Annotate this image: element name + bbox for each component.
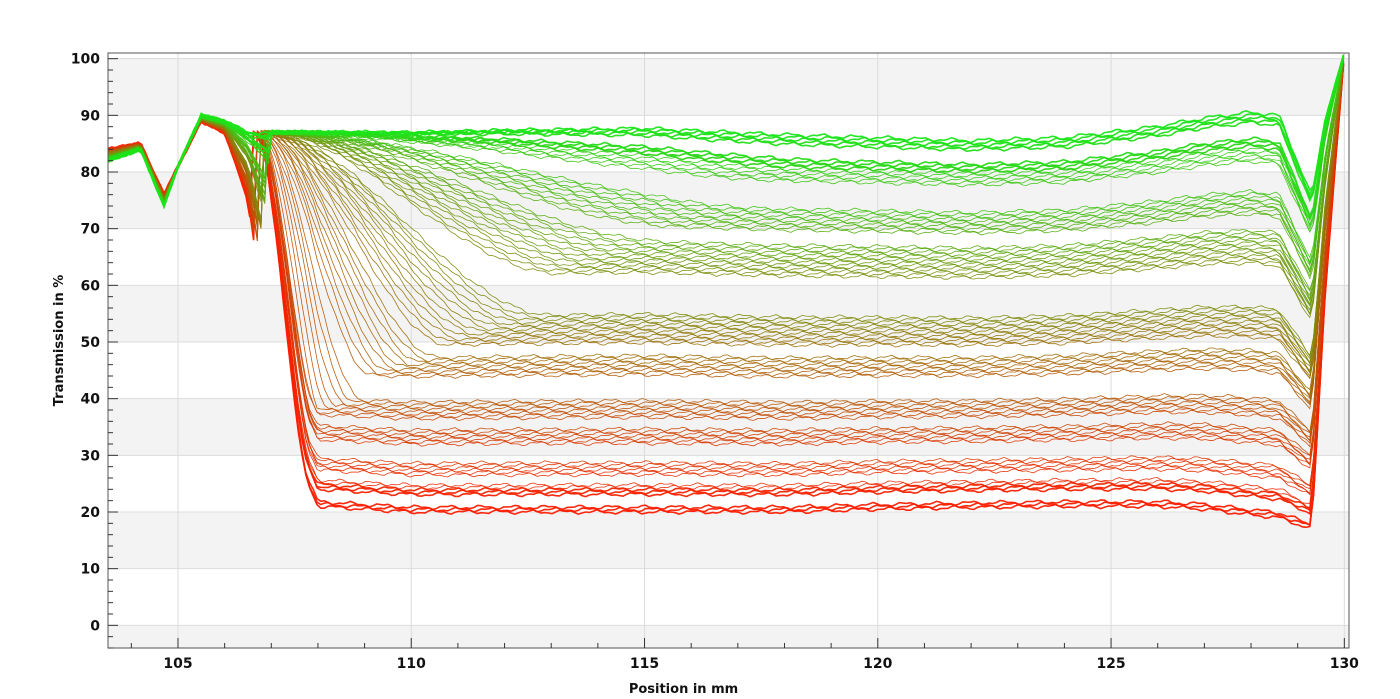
series-line	[107, 60, 1344, 307]
x-tick-label: 130	[1330, 656, 1359, 672]
axes	[107, 52, 1350, 649]
grid-band	[108, 398, 1349, 456]
series-line	[107, 63, 1344, 460]
series-line	[107, 63, 1344, 487]
series-line	[107, 61, 1344, 396]
x-ticks: 105 110 115 120 125 130	[130, 638, 1359, 672]
x-tick-label: 115	[630, 656, 659, 672]
series-line	[107, 56, 1345, 209]
series-line	[107, 58, 1344, 316]
y-tick-label: 100	[71, 52, 100, 68]
series-line	[107, 60, 1344, 391]
series-line	[107, 66, 1344, 508]
series-line	[107, 59, 1344, 398]
series-line	[107, 61, 1344, 380]
series-line	[107, 63, 1344, 403]
y-tick-label: 90	[81, 108, 101, 124]
series-line	[107, 59, 1344, 316]
y-tick-label: 80	[81, 165, 101, 181]
series-line	[107, 60, 1344, 444]
series-line	[107, 65, 1345, 527]
y-axis-title: Transmission in %	[52, 275, 67, 407]
y-tick-label: 20	[81, 505, 101, 521]
grid-band	[108, 512, 1349, 569]
series-line	[107, 60, 1344, 400]
series-line	[107, 65, 1344, 487]
y-tick-label: 50	[81, 335, 101, 351]
series-line	[107, 58, 1344, 311]
grid-band	[108, 58, 1349, 116]
series-curves	[107, 54, 1345, 529]
series-line	[107, 62, 1345, 512]
plot-frame	[107, 52, 1350, 649]
y-tick-label: 40	[81, 392, 101, 408]
series-line	[107, 60, 1344, 364]
series-line	[107, 63, 1344, 504]
series-line	[107, 62, 1344, 466]
series-line	[107, 61, 1344, 434]
x-tick-label: 125	[1096, 656, 1125, 672]
series-line	[107, 58, 1344, 291]
y-tick-label: 0	[90, 618, 100, 634]
series-line	[108, 55, 1345, 207]
y-tick-label: 60	[81, 278, 101, 294]
x-tick-label: 120	[863, 656, 892, 672]
series-line	[107, 62, 1344, 405]
x-axis-title: Position in mm	[629, 682, 738, 697]
series-line	[107, 62, 1344, 434]
series-line	[107, 58, 1344, 374]
series-line	[107, 63, 1344, 457]
series-line	[107, 64, 1345, 511]
series-line	[107, 58, 1344, 360]
grid-band	[108, 625, 1349, 648]
series-line	[107, 56, 1344, 302]
series-line	[107, 60, 1344, 365]
series-line	[107, 60, 1344, 406]
series-line	[107, 60, 1344, 358]
y-ticks: 0 10 20 30 40 50 60 70 80 90 100	[71, 52, 118, 649]
x-tick-label: 110	[397, 656, 426, 672]
series-line	[107, 60, 1344, 367]
series-line	[107, 63, 1344, 438]
series-line	[107, 62, 1344, 357]
series-line	[107, 60, 1344, 466]
series-line	[107, 57, 1344, 301]
series-line	[107, 56, 1344, 259]
y-tick-label: 30	[81, 448, 101, 464]
series-line	[107, 62, 1344, 380]
series-line	[107, 63, 1344, 496]
series-line	[107, 61, 1344, 442]
x-tick-label: 105	[163, 656, 192, 672]
y-tick-label: 70	[81, 222, 101, 238]
series-line	[107, 56, 1344, 274]
series-line	[107, 54, 1345, 208]
y-tick-label: 10	[81, 562, 101, 578]
series-line	[107, 62, 1344, 490]
series-line	[107, 60, 1344, 410]
